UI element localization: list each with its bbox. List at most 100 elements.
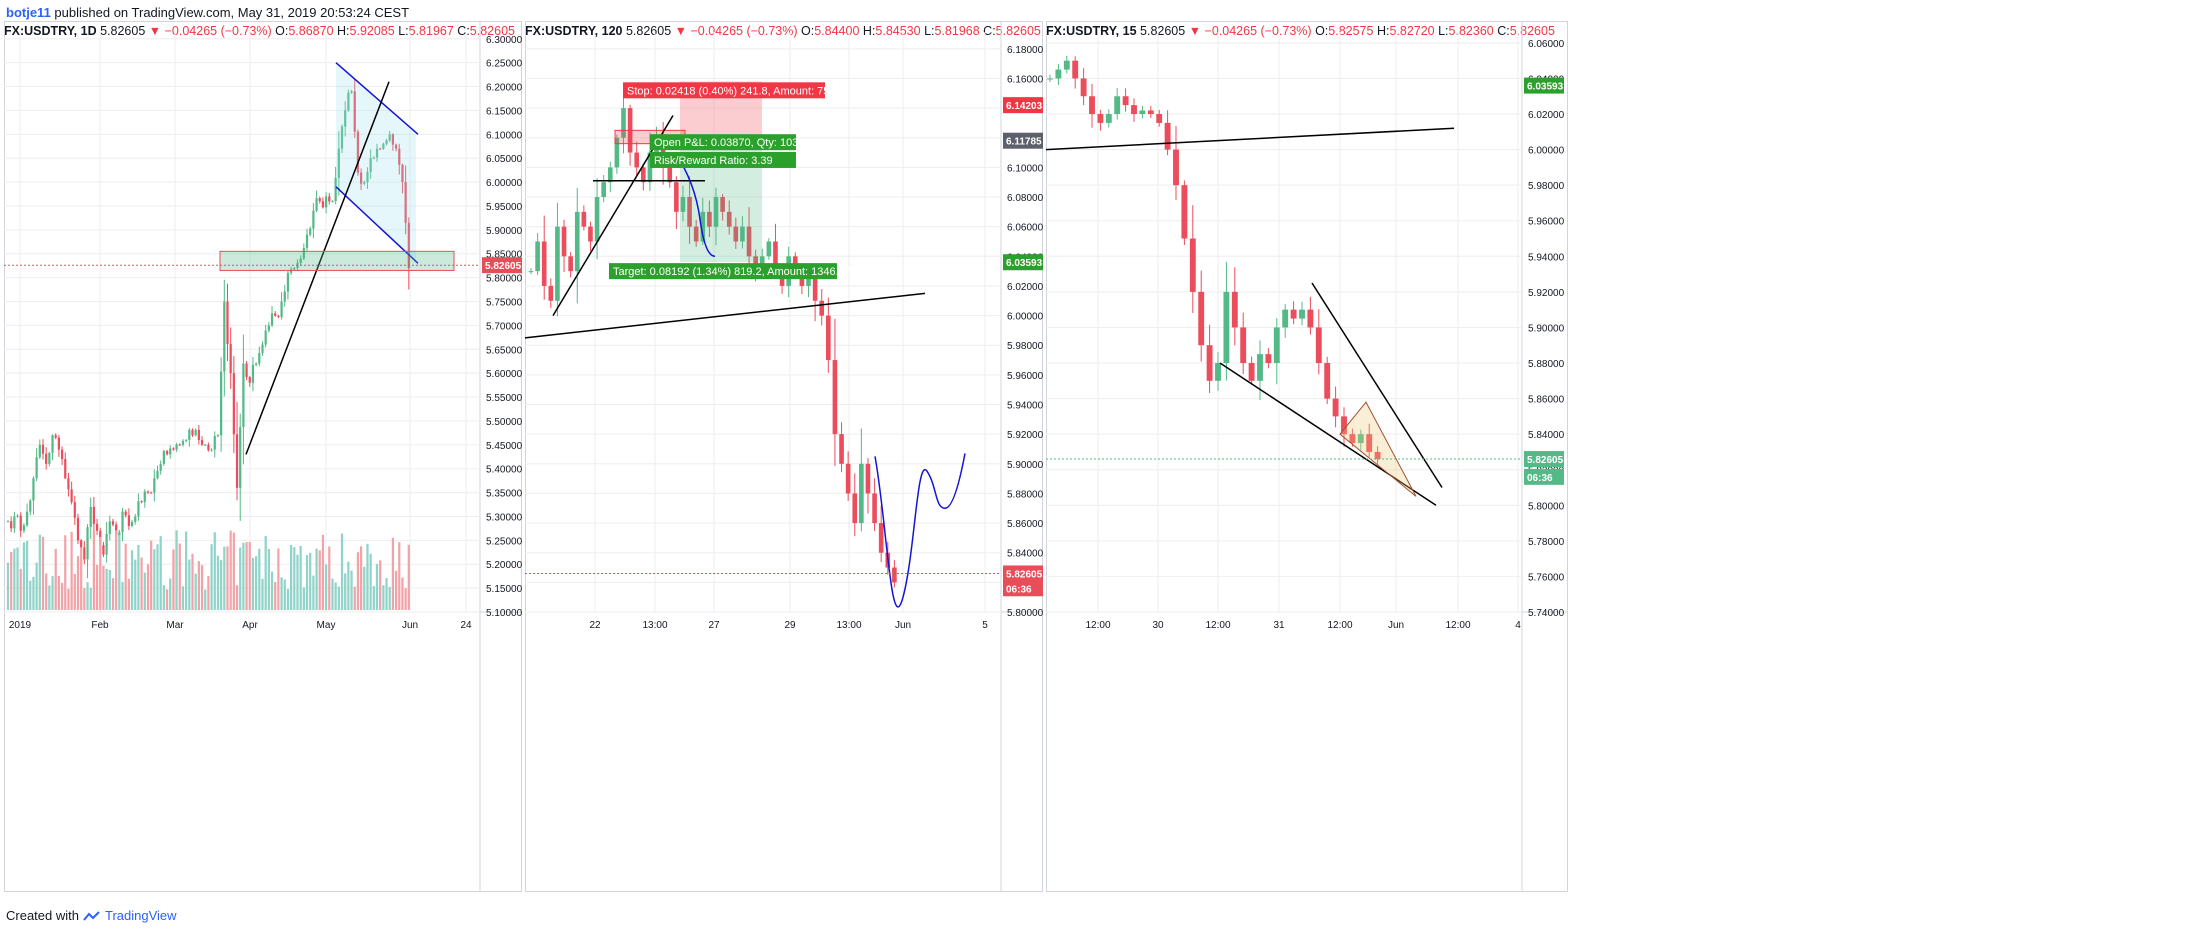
candle-body (283, 291, 286, 302)
symbol-label: FX:USDTRY, 1D (4, 24, 97, 38)
candle-body (92, 506, 96, 524)
candle-body (35, 457, 38, 479)
candle-body (1114, 96, 1121, 115)
candle-body (634, 152, 640, 168)
candle-body (181, 440, 185, 445)
volume-bar (137, 544, 140, 610)
volume-bar (169, 578, 172, 610)
candle-body (1223, 291, 1230, 364)
candle-body (76, 517, 80, 541)
x-tick-label: Jun (1388, 620, 1404, 631)
chart-canvas-120[interactable]: 6.180006.160006.140006.120006.100006.080… (524, 21, 1044, 892)
y-tick-label: 5.15000 (486, 584, 523, 595)
volume-bar (165, 589, 169, 610)
tradingview-link[interactable]: TradingView (104, 908, 177, 923)
volume-bar (16, 547, 19, 610)
x-tick-label: 13:00 (836, 620, 861, 631)
price-tag-label: 06:36 (1527, 473, 1553, 484)
candle-body (528, 271, 534, 273)
candle-body (223, 301, 226, 372)
chart-canvas-15[interactable]: 6.060006.040006.020006.000005.980005.960… (1045, 21, 1568, 892)
candle-body (667, 167, 673, 183)
candle-body (1273, 327, 1280, 364)
candle-body (1139, 110, 1146, 115)
volume-bar (121, 581, 124, 610)
volume-bar (328, 546, 331, 610)
candle-body (832, 360, 838, 435)
x-tick-label: 13:00 (642, 620, 667, 631)
chart-canvas-daily[interactable]: 6.30000 6.25000 6.20000 6.15000 6.10000 6.050… (4, 21, 523, 892)
candle-body (188, 429, 191, 441)
volume-bar (111, 578, 115, 610)
candle-body (1341, 416, 1347, 435)
close-value: 5.82605 (1509, 24, 1555, 38)
candle-body (6, 521, 10, 523)
author-name[interactable]: botje11 (6, 5, 51, 20)
candle-body (594, 197, 600, 242)
candle-body (407, 222, 410, 269)
volume-bar (375, 564, 379, 610)
candle-body (83, 547, 86, 560)
chart-panel-15[interactable]: FX:USDTRY, 15 5.82605 ▼ −0.04265 (−0.73%… (1045, 21, 1568, 892)
y-tick-label: 5.88000 (1528, 359, 1565, 370)
volume-bar (76, 556, 80, 610)
volume-bar (83, 588, 86, 610)
volume-bar (124, 543, 127, 610)
candle-body (204, 444, 207, 446)
y-tick-label: 5.80000 (486, 274, 523, 285)
volume-bar (200, 565, 204, 610)
volume-bar (398, 542, 401, 610)
candle-body (1181, 185, 1188, 239)
volume-bar (118, 534, 121, 610)
y-tick-label: 5.40000 (486, 465, 523, 476)
candle-body (1122, 96, 1129, 106)
volume-bar (404, 588, 407, 610)
volume-bar (315, 548, 318, 610)
candle-body (398, 148, 401, 165)
y-tick-label: 5.80000 (1528, 501, 1565, 512)
candle-body (200, 440, 204, 445)
candle-body (140, 501, 143, 503)
low-value: 5.82360 (1448, 24, 1494, 38)
chart-panel-daily[interactable]: FX:USDTRY, 1D 5.82605 ▼ −0.04265 (−0.73%… (4, 21, 523, 892)
y-tick-label: 5.50000 (486, 417, 523, 428)
volume-bar (51, 576, 54, 610)
candle-body (70, 489, 73, 503)
candle-body (67, 478, 70, 490)
candle-body (773, 241, 778, 272)
candle-body (859, 463, 864, 524)
candle-body (1299, 309, 1305, 319)
wedge-lower-line (1219, 362, 1437, 506)
volume-bar (220, 560, 223, 610)
candle-body (248, 377, 251, 383)
candle-body (647, 152, 653, 183)
candle-body (48, 452, 51, 464)
price-label: 5.82605 (625, 24, 672, 38)
candle-body (159, 463, 162, 471)
stop-label-box (623, 82, 825, 99)
volume-bar (67, 588, 70, 610)
candle-body (267, 325, 270, 331)
volume-bar (86, 582, 89, 610)
x-tick-label: 12:00 (1445, 620, 1470, 631)
volume-bar (226, 546, 229, 610)
candle-body (356, 131, 360, 173)
volume-bar (302, 587, 305, 610)
volume-bar (178, 543, 181, 610)
candle-body (29, 500, 32, 512)
candle-body (86, 527, 89, 560)
candle-body (41, 444, 45, 454)
volume-bar (305, 555, 309, 610)
candle-body (713, 197, 719, 227)
x-tick-label: 31 (1273, 620, 1285, 631)
candle-body (229, 343, 232, 374)
volume-bar (359, 546, 363, 610)
volume-bar (363, 566, 366, 610)
volume-bar (38, 534, 41, 610)
candle-body (57, 437, 61, 450)
candle-body (286, 272, 290, 292)
wedge-lower-line (335, 186, 419, 264)
candle-body (372, 157, 375, 159)
candle-body (321, 201, 325, 208)
chart-panel-120[interactable]: FX:USDTRY, 120 5.82605 ▼ −0.04265 (−0.73… (524, 21, 1044, 892)
